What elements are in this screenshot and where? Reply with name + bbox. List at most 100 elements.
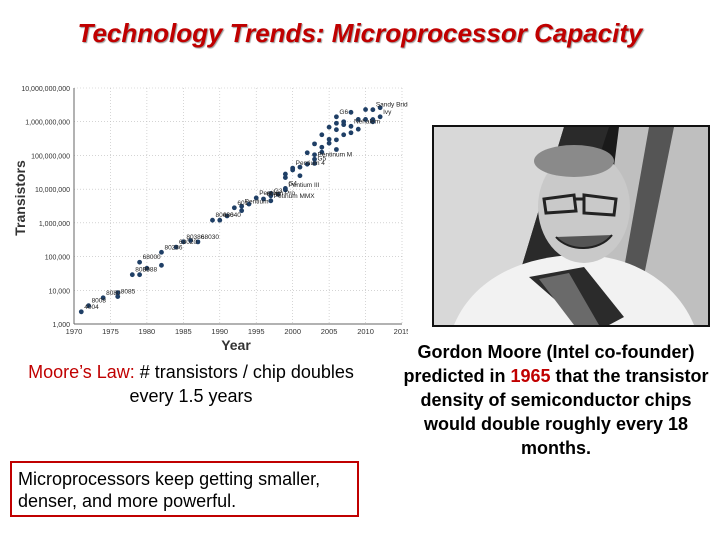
data-point (348, 109, 354, 115)
y-tick-label: 10,000 (49, 288, 71, 295)
data-point (297, 164, 303, 170)
point-label: 8088 (143, 267, 158, 274)
data-point (100, 295, 106, 301)
y-tick-label: 10,000,000,000 (21, 86, 70, 93)
caption-year: 1965 (510, 366, 551, 386)
data-point (282, 171, 288, 177)
data-point (78, 309, 84, 315)
point-label: 4004 (84, 304, 99, 311)
gordon-moore-photo (432, 125, 710, 327)
point-label: G5 (318, 155, 327, 162)
data-point (319, 149, 325, 155)
data-point (370, 107, 376, 113)
x-tick-label: 1970 (66, 327, 83, 336)
point-label: Petinum MMX (274, 193, 315, 200)
data-point (312, 161, 317, 166)
data-point (370, 117, 376, 122)
microprocessor-summary-box: Microprocessors keep getting smaller, de… (10, 461, 359, 517)
caption-part2: that the transistor density of semicondu… (420, 366, 709, 458)
x-tick-label: 1995 (248, 327, 265, 336)
y-tick-label: 10,000,000 (35, 187, 70, 194)
point-label: Pentium (245, 198, 269, 205)
data-point (231, 205, 237, 211)
y-tick-label: 100,000 (45, 255, 70, 262)
x-tick-label: 2000 (284, 327, 301, 336)
data-point (304, 161, 310, 167)
x-tick-labels: 1970 1975 1980 1985 1990 1995 2000 2005 2010 2015 (66, 327, 408, 336)
point-label: 8080 (106, 290, 121, 297)
data-point (239, 208, 245, 214)
data-point (334, 137, 339, 143)
data-point (312, 156, 317, 162)
x-tick-label: 2015 (394, 327, 408, 336)
point-label: Sandy Bridge (376, 102, 408, 109)
point-label: 601 (237, 200, 248, 207)
data-point (239, 203, 245, 209)
y-axis-label: Transistors (12, 160, 28, 236)
y-tick-label: 1,000,000,000 (25, 120, 70, 127)
point-label: Pentium Pro (259, 190, 295, 197)
data-point (275, 191, 281, 197)
x-tick-label: 1980 (139, 327, 156, 336)
data-point (129, 272, 135, 278)
data-point (319, 132, 325, 138)
point-label: 80486 (215, 212, 233, 219)
point-label: 80386 (186, 234, 204, 241)
point-label: 8085 (121, 289, 136, 296)
x-tick-label: 1985 (175, 327, 192, 336)
data-point (261, 196, 266, 202)
point-label: 68040 (223, 212, 241, 219)
data-point (341, 119, 347, 125)
data-point (115, 294, 121, 299)
data-point (363, 117, 368, 122)
x-tick-label: 1975 (102, 327, 119, 336)
data-point (355, 126, 361, 132)
data-point (282, 175, 288, 180)
transistor-chart: 1,000 10,000 100,000 1,000,000 10,000,000 100… (12, 86, 408, 352)
point-label: 8008 (92, 298, 107, 305)
data-point (290, 165, 296, 171)
data-point (312, 141, 317, 147)
data-point (180, 239, 186, 245)
data-point (334, 147, 339, 152)
point-label: 68000 (143, 254, 161, 261)
caption-part1: Gordon Moore (Intel co-founder) predicte… (403, 342, 695, 386)
point-label: Pentium 4 (296, 160, 326, 167)
data-point (334, 127, 339, 133)
y-tick-labels: 1,000 10,000 100,000 1,000,000 10,000,000 100… (21, 86, 70, 329)
data-point (144, 265, 150, 271)
data-point (268, 198, 274, 204)
data-point (312, 152, 317, 158)
x-tick-label: 2010 (357, 327, 374, 336)
data-point (355, 117, 361, 122)
point-label: Pentium III (288, 182, 319, 189)
data-point (115, 290, 121, 296)
point-label: 68020 (179, 239, 197, 246)
data-point (253, 195, 259, 201)
data-point (217, 217, 223, 223)
y-tick-label: 100,000,000 (31, 153, 70, 160)
data-points (78, 105, 383, 315)
data-point (173, 244, 179, 250)
moores-law-text: Moore’s Law: # transistors / chip double… (22, 360, 360, 408)
data-point (246, 201, 252, 207)
y-tick-label: 1,000 (52, 322, 70, 329)
point-label: Pentinum M (318, 151, 353, 158)
data-point (224, 213, 230, 219)
data-point (159, 262, 164, 268)
point-label: 604e (267, 191, 282, 198)
data-point (210, 217, 215, 223)
data-point (137, 259, 143, 265)
data-point (348, 123, 354, 129)
point-label: G3 (274, 188, 283, 195)
data-point (348, 130, 354, 136)
data-point (268, 193, 274, 199)
point-label: G4 (288, 180, 297, 187)
data-point (282, 186, 288, 191)
data-point (319, 144, 325, 150)
x-axis-label: Year (221, 337, 251, 352)
point-label: Ivy (383, 109, 392, 116)
gordon-moore-caption: Gordon Moore (Intel co-founder) predicte… (394, 340, 718, 460)
data-point (326, 136, 332, 142)
